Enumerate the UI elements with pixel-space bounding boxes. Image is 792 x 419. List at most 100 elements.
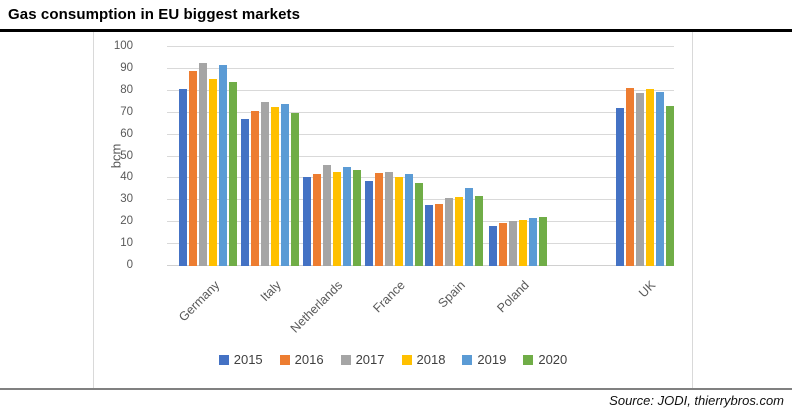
x-category-label: Poland bbox=[494, 278, 532, 316]
y-tick-label: 90 bbox=[120, 61, 133, 74]
gridline-y80 bbox=[167, 89, 674, 91]
bar-germany-2018[interactable] bbox=[209, 78, 218, 266]
legend-item-2016[interactable]: 2016 bbox=[279, 352, 324, 367]
x-category-label: France bbox=[370, 278, 408, 316]
bar-germany-2017[interactable] bbox=[199, 63, 208, 266]
bar-uk-2018[interactable] bbox=[645, 88, 654, 266]
legend-label: 2017 bbox=[355, 352, 385, 367]
chart-legend: 2015 2016 2017 2018 2019 2020 bbox=[94, 352, 692, 367]
legend-label: 2019 bbox=[477, 352, 507, 367]
legend-item-2020[interactable]: 2020 bbox=[523, 352, 567, 367]
chart-title: Gas consumption in EU biggest markets bbox=[8, 6, 301, 23]
x-category-label: Netherlands bbox=[288, 278, 346, 336]
bar-france-2020[interactable] bbox=[414, 182, 423, 266]
bar-netherlands-2017[interactable] bbox=[322, 165, 331, 266]
bar-poland-2015[interactable] bbox=[488, 225, 497, 266]
bar-netherlands-2016[interactable] bbox=[312, 174, 321, 266]
bar-italy-2019[interactable] bbox=[280, 103, 289, 266]
gridline-y100 bbox=[167, 46, 674, 47]
bar-poland-2018[interactable] bbox=[518, 220, 527, 266]
x-category-label: Spain bbox=[435, 278, 469, 311]
legend-swatch-icon bbox=[462, 354, 473, 365]
y-tick-label: 0 bbox=[126, 259, 133, 271]
legend-item-2018[interactable]: 2018 bbox=[401, 352, 446, 367]
y-tick-label: 20 bbox=[120, 215, 133, 228]
y-tick-label: 70 bbox=[120, 105, 133, 118]
legend-swatch-icon bbox=[340, 354, 351, 365]
bar-uk-2015[interactable] bbox=[615, 108, 624, 266]
bar-group-france bbox=[364, 47, 423, 266]
legend-item-2015[interactable]: 2015 bbox=[218, 352, 263, 367]
bar-germany-2020[interactable] bbox=[229, 82, 238, 266]
x-category-label: Italy bbox=[257, 278, 284, 305]
y-tick-label: 60 bbox=[120, 127, 133, 140]
bar-france-2018[interactable] bbox=[394, 177, 403, 266]
bar-spain-2018[interactable] bbox=[455, 197, 464, 266]
bar-germany-2015[interactable] bbox=[179, 88, 188, 266]
bar-poland-2020[interactable] bbox=[538, 216, 547, 266]
bar-uk-2020[interactable] bbox=[665, 106, 674, 266]
legend-label: 2020 bbox=[538, 352, 568, 367]
bar-group-uk bbox=[615, 47, 674, 266]
bar-germany-2016[interactable] bbox=[189, 71, 198, 266]
x-category-label: UK bbox=[636, 278, 659, 301]
bar-france-2019[interactable] bbox=[404, 174, 413, 266]
y-tick-label: 40 bbox=[120, 171, 133, 184]
y-tick-label: 80 bbox=[120, 83, 133, 96]
bar-france-2015[interactable] bbox=[364, 180, 373, 266]
bar-italy-2017[interactable] bbox=[260, 101, 269, 266]
gridline-y50 bbox=[167, 155, 674, 157]
bar-italy-2015[interactable] bbox=[240, 119, 249, 266]
bar-spain-2015[interactable] bbox=[425, 204, 434, 266]
bar-netherlands-2015[interactable] bbox=[302, 177, 311, 266]
gridline-y90 bbox=[167, 67, 674, 69]
bar-spain-2017[interactable] bbox=[445, 198, 454, 266]
gridline-y40 bbox=[167, 177, 674, 179]
y-tick-label: 10 bbox=[120, 237, 133, 250]
bar-uk-2019[interactable] bbox=[655, 91, 664, 266]
bar-group-poland bbox=[488, 47, 547, 266]
bar-spain-2019[interactable] bbox=[465, 188, 474, 266]
x-category-label: Germany bbox=[175, 278, 222, 325]
bar-germany-2019[interactable] bbox=[219, 64, 228, 266]
legend-label: 2015 bbox=[233, 352, 263, 367]
bar-italy-2020[interactable] bbox=[290, 112, 299, 266]
bar-poland-2017[interactable] bbox=[508, 221, 517, 266]
legend-swatch-icon bbox=[218, 354, 229, 365]
legend-item-2019[interactable]: 2019 bbox=[462, 352, 506, 367]
y-tick-label: 100 bbox=[113, 40, 133, 52]
bar-group-netherlands bbox=[302, 47, 361, 266]
legend-label: 2016 bbox=[294, 352, 324, 367]
bar-netherlands-2020[interactable] bbox=[352, 169, 361, 266]
plot-area: 0 10 20 30 40 50 60 70 80 90 100 Germany Italy Nether… bbox=[114, 40, 674, 336]
bar-italy-2016[interactable] bbox=[250, 110, 259, 266]
bar-poland-2019[interactable] bbox=[528, 217, 537, 266]
legend-swatch-icon bbox=[401, 354, 412, 365]
bar-uk-2017[interactable] bbox=[635, 93, 644, 266]
bar-netherlands-2019[interactable] bbox=[342, 167, 351, 266]
bar-group-spain bbox=[425, 47, 484, 266]
bar-spain-2016[interactable] bbox=[435, 203, 444, 266]
y-tick-label: 50 bbox=[120, 149, 133, 162]
bar-italy-2018[interactable] bbox=[270, 107, 279, 266]
legend-label: 2018 bbox=[416, 352, 446, 367]
bar-netherlands-2018[interactable] bbox=[332, 171, 341, 266]
legend-swatch-icon bbox=[279, 354, 290, 365]
legend-swatch-icon bbox=[523, 354, 534, 365]
source-attribution: Source: JODI, thierrybros.com bbox=[609, 393, 784, 408]
bar-group-germany bbox=[179, 47, 238, 266]
bar-uk-2016[interactable] bbox=[625, 87, 634, 266]
legend-item-2017[interactable]: 2017 bbox=[340, 352, 385, 367]
gridline-y60 bbox=[167, 133, 674, 135]
gridline-y70 bbox=[167, 111, 674, 113]
bar-poland-2016[interactable] bbox=[498, 223, 507, 266]
chart-frame: bcm 0 10 20 30 40 50 60 70 80 90 100 Germany Italy Ne… bbox=[93, 32, 693, 388]
bar-france-2016[interactable] bbox=[374, 172, 383, 266]
bar-group-italy bbox=[240, 47, 299, 266]
title-underline bbox=[0, 29, 792, 32]
y-tick-label: 30 bbox=[120, 193, 133, 206]
footer-rule bbox=[0, 388, 792, 390]
bar-spain-2020[interactable] bbox=[475, 195, 484, 266]
bar-france-2017[interactable] bbox=[384, 171, 393, 266]
